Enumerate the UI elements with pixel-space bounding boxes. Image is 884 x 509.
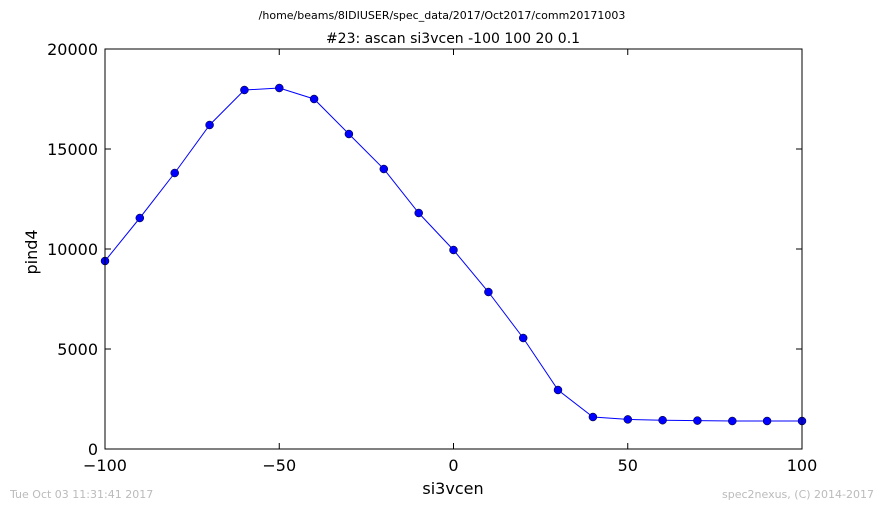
data-point	[588, 412, 598, 422]
x-axis: −100 −50 0 50 100	[83, 49, 817, 475]
x-tick-label: 50	[618, 456, 638, 475]
y-tick-label: 10000	[47, 240, 98, 259]
data-point	[379, 164, 389, 174]
y-axis-label: pind4	[22, 229, 41, 274]
footer-timestamp: Tue Oct 03 11:31:41 2017	[9, 488, 153, 501]
y-axis: 0 5000 10000 15000 20000	[47, 40, 802, 459]
data-point	[414, 208, 423, 218]
series-line	[104, 87, 802, 422]
data-point	[170, 168, 179, 178]
x-tick-label: −100	[83, 456, 127, 475]
data-point	[518, 333, 528, 343]
y-tick-label: 5000	[57, 340, 98, 359]
data-point	[553, 385, 563, 395]
x-tick-label: 100	[787, 456, 818, 475]
data-point	[693, 416, 702, 425]
y-tick-label: 20000	[47, 40, 98, 59]
x-tick-label: 0	[448, 456, 458, 475]
plot-area	[100, 83, 807, 426]
data-point	[762, 416, 772, 426]
data-point	[728, 416, 737, 426]
x-tick-label: −50	[262, 456, 296, 475]
y-tick-label: 15000	[47, 140, 98, 159]
footer-credit: spec2nexus, (C) 2014-2017	[722, 488, 874, 501]
data-point	[344, 129, 354, 139]
x-axis-label: si3vcen	[422, 479, 483, 498]
y-tick-label: 0	[88, 440, 98, 459]
data-point	[449, 245, 458, 255]
data-point	[309, 94, 319, 104]
chart-title: #23: ascan si3vcen -100 100 20 0.1	[326, 31, 580, 47]
file-path: /home/beams/8IDIUSER/spec_data/2017/Oct2…	[259, 9, 626, 22]
data-point	[658, 415, 667, 425]
data-point	[135, 213, 145, 223]
data-point	[623, 415, 633, 424]
data-point	[240, 85, 249, 95]
data-point	[205, 120, 214, 130]
data-point	[484, 287, 493, 297]
data-point	[275, 83, 284, 93]
